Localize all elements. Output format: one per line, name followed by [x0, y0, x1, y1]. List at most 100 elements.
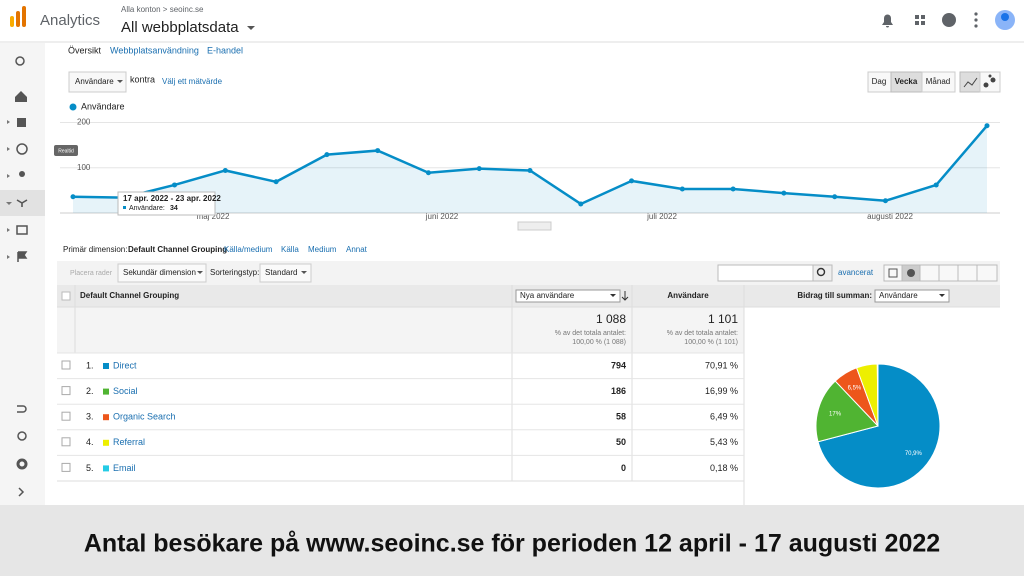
- total-share: 100,00 % (1 101): [684, 339, 738, 346]
- dimension-option[interactable]: Källa/medium: [224, 245, 273, 254]
- search-button[interactable]: [812, 264, 833, 282]
- row-checkbox[interactable]: [61, 360, 71, 370]
- settings-icon[interactable]: [16, 458, 28, 470]
- tooltip-value: 34: [170, 205, 178, 212]
- sort-icon[interactable]: [621, 291, 629, 301]
- pie-chart: 70,9% 17% 6,5%: [815, 363, 941, 489]
- data-point[interactable]: [476, 166, 482, 172]
- column-metric-select[interactable]: [515, 289, 621, 303]
- search-input[interactable]: [717, 264, 814, 282]
- data-point[interactable]: [933, 182, 939, 188]
- insights-icon[interactable]: [17, 431, 27, 441]
- view-button[interactable]: [919, 264, 940, 282]
- pie-slice[interactable]: [817, 363, 941, 489]
- slice-label: 17%: [829, 411, 842, 417]
- period-button[interactable]: [921, 71, 956, 93]
- secondary-dimension-select[interactable]: [117, 263, 207, 283]
- column-header[interactable]: Användare: [667, 291, 709, 300]
- data-point[interactable]: [679, 186, 685, 192]
- contribution-select[interactable]: [874, 289, 950, 303]
- view-button[interactable]: [957, 264, 978, 282]
- data-point[interactable]: [172, 182, 178, 188]
- total-value: 1 088: [596, 312, 626, 326]
- tooltip-date: 17 apr. 2022 - 23 apr. 2022: [123, 194, 221, 203]
- data-point[interactable]: [273, 179, 279, 185]
- breadcrumb[interactable]: Alla konton > seoinc.se: [121, 5, 204, 14]
- chart-resize-handle[interactable]: [517, 221, 552, 231]
- toolbar-bg: [57, 261, 1000, 285]
- view-button[interactable]: [883, 264, 903, 282]
- table-view-icon: [888, 268, 898, 278]
- data-point[interactable]: [222, 167, 228, 173]
- tooltip-bg: [117, 191, 216, 216]
- caption-bg: [0, 505, 1024, 576]
- select-all-checkbox[interactable]: [61, 291, 71, 301]
- apps-icon[interactable]: [915, 15, 925, 25]
- contribution-metric: Användare: [879, 291, 918, 300]
- data-point[interactable]: [375, 148, 381, 154]
- row-checkbox[interactable]: [61, 386, 71, 396]
- row-name[interactable]: Direct: [113, 360, 137, 370]
- dimension-option[interactable]: Annat: [346, 245, 368, 254]
- advanced-link[interactable]: avancerat: [838, 268, 874, 277]
- line-chart: Användare 100 200 maj 2022 juni 2022 juli 202…: [60, 101, 1000, 221]
- collapse-icon[interactable]: [18, 487, 25, 497]
- dimension-option[interactable]: Källa: [281, 245, 299, 254]
- tab[interactable]: Översikt: [68, 45, 102, 55]
- dashboard-icon[interactable]: [17, 118, 26, 127]
- pick-metric[interactable]: Välj ett mätvärde: [162, 77, 223, 86]
- data-point[interactable]: [832, 194, 838, 200]
- data-point[interactable]: [984, 123, 990, 129]
- data-point[interactable]: [578, 201, 584, 207]
- bell-icon[interactable]: [882, 14, 893, 28]
- row-name[interactable]: Social: [113, 386, 138, 396]
- row-checkbox[interactable]: [61, 462, 71, 472]
- attribution-icon[interactable]: [17, 405, 27, 413]
- row-checkbox[interactable]: [61, 437, 71, 447]
- realtime-icon[interactable]: [16, 143, 28, 155]
- help-icon[interactable]: [942, 13, 956, 27]
- data-point[interactable]: [425, 170, 431, 176]
- metric-label: Användare: [75, 77, 114, 86]
- row-checkbox[interactable]: [61, 411, 71, 421]
- column-header[interactable]: Default Channel Grouping: [80, 291, 179, 300]
- audience-icon[interactable]: [19, 171, 25, 177]
- data-point[interactable]: [527, 167, 533, 173]
- pie-slice[interactable]: [876, 363, 879, 427]
- logo-bar: [22, 6, 26, 27]
- tab[interactable]: Webbplatsanvändning: [110, 45, 199, 55]
- row-new-users: 794: [611, 360, 626, 370]
- sort-select[interactable]: [259, 263, 312, 283]
- period-label: Månad: [926, 77, 950, 86]
- total-note: % av det totala antalet:: [555, 330, 626, 337]
- tab[interactable]: E-handel: [207, 45, 243, 55]
- secondary-dimension: Sekundär dimension: [123, 268, 196, 277]
- row-name[interactable]: Referral: [113, 437, 145, 447]
- search-icon[interactable]: [15, 56, 25, 66]
- pie-slice[interactable]: [815, 380, 879, 443]
- data-point[interactable]: [324, 152, 330, 158]
- row-name[interactable]: Organic Search: [113, 412, 176, 422]
- data-point[interactable]: [70, 194, 76, 200]
- data-point[interactable]: [781, 190, 787, 196]
- sort-label: Sorteringstyp:: [210, 268, 259, 277]
- home-icon[interactable]: [15, 91, 27, 102]
- data-point[interactable]: [882, 198, 888, 204]
- data-point[interactable]: [629, 178, 635, 184]
- data-point[interactable]: [730, 186, 736, 192]
- behavior-icon[interactable]: [16, 225, 28, 235]
- acquisition-icon[interactable]: [16, 199, 28, 207]
- dimension-option[interactable]: Medium: [308, 245, 337, 254]
- more-icon[interactable]: [974, 12, 978, 28]
- view-button[interactable]: [938, 264, 959, 282]
- expand-arrows: [6, 120, 12, 259]
- metric-selector[interactable]: [68, 71, 127, 93]
- line-view-button[interactable]: [959, 71, 981, 93]
- row-name[interactable]: Email: [113, 463, 136, 473]
- view-selector[interactable]: All webbplatsdata: [121, 19, 239, 36]
- row-color: [103, 388, 109, 395]
- conversion-icon[interactable]: [17, 251, 28, 262]
- view-button[interactable]: [976, 264, 998, 282]
- x-tick-label: augusti 2022: [867, 212, 913, 221]
- row-users: 70,91 %: [705, 360, 738, 370]
